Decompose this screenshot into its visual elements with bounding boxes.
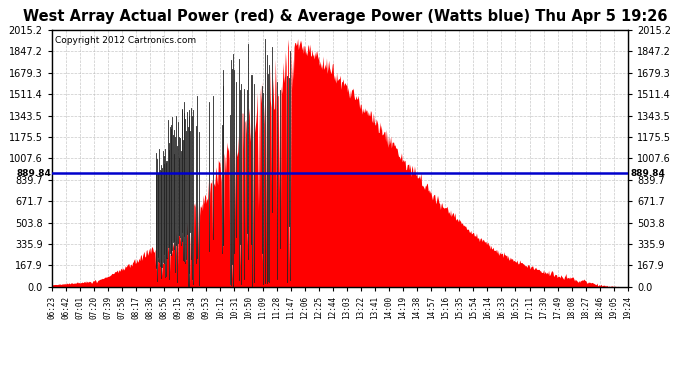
Text: 889.84: 889.84	[630, 169, 665, 178]
Text: Copyright 2012 Cartronics.com: Copyright 2012 Cartronics.com	[55, 36, 196, 45]
Text: West Array Actual Power (red) & Average Power (Watts blue) Thu Apr 5 19:26: West Array Actual Power (red) & Average …	[23, 9, 667, 24]
Text: 889.84: 889.84	[17, 169, 52, 178]
